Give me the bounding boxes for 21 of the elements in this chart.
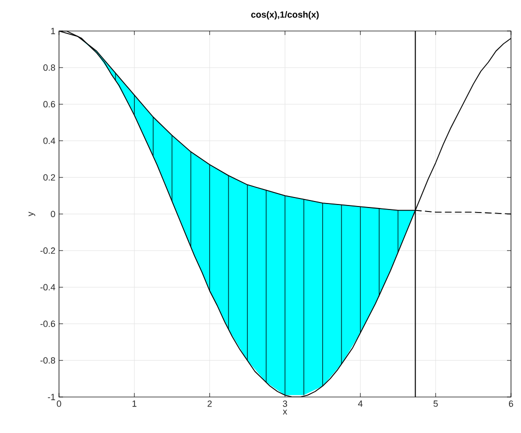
y-tick-label: -0.8	[40, 357, 56, 364]
y-axis-title: y	[28, 212, 36, 216]
y-tick-label: 0.8	[43, 64, 56, 71]
y-tick-label: 1	[51, 28, 56, 34]
x-tick-label: 0	[56, 400, 62, 407]
y-tick-label: 0.6	[43, 101, 56, 108]
x-tick-label: 5	[434, 400, 438, 407]
x-tick-label: 2	[208, 400, 212, 407]
x-tick-label: 1	[132, 400, 136, 407]
y-tick-label: -0.6	[40, 320, 56, 327]
x-tick-label: 6	[508, 400, 514, 407]
y-tick-label: 0	[50, 210, 56, 218]
chart-title: cos(x),1/cosh(x)	[251, 11, 319, 20]
x-axis-title: x	[282, 410, 288, 414]
y-tick-label: 0.2	[43, 174, 56, 181]
y-tick-label: -1	[48, 394, 56, 400]
x-tick-label: 3	[282, 400, 288, 407]
y-tick-label: 0.4	[43, 138, 56, 144]
y-tick-label: -0.4	[40, 284, 56, 290]
y-tick-label: -0.2	[40, 247, 56, 254]
x-tick-label: 4	[358, 400, 363, 407]
